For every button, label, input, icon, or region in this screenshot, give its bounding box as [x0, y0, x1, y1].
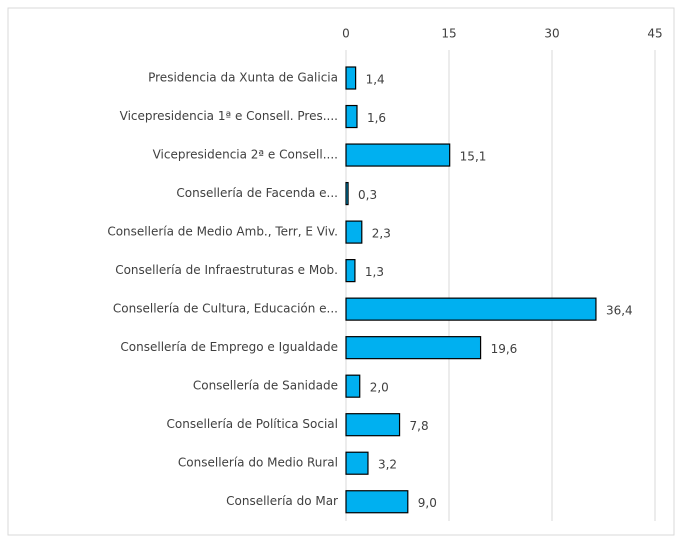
- data-label: 9,0: [418, 496, 437, 510]
- y-tick-label: Vicepresidencia 2ª e Consell....: [153, 148, 338, 162]
- data-label: 15,1: [460, 150, 487, 164]
- y-tick-label: Consellería do Mar: [226, 494, 338, 508]
- data-label: 19,6: [491, 342, 518, 356]
- data-label: 36,4: [606, 304, 633, 318]
- data-label: 2,3: [372, 227, 391, 241]
- x-tick-label: 30: [544, 27, 559, 41]
- data-label: 0,3: [358, 188, 377, 202]
- data-label: 7,8: [410, 419, 429, 433]
- y-tick-label: Consellería de Infraestruturas e Mob.: [115, 263, 338, 277]
- y-tick-label: Consellería de Cultura, Educación e...: [113, 302, 338, 316]
- x-tick-label: 0: [342, 27, 350, 41]
- bar: [345, 220, 363, 244]
- bar: [345, 259, 356, 283]
- y-tick-label: Vicepresidencia 1ª e Consell. Pres....: [120, 109, 338, 123]
- bar: [345, 490, 409, 514]
- chart-frame: [7, 7, 675, 536]
- bar: [345, 336, 482, 360]
- data-label: 1,6: [367, 111, 386, 125]
- bar: [345, 104, 358, 129]
- bar: [345, 66, 357, 90]
- bar: [345, 181, 349, 206]
- y-tick-label: Consellería do Medio Rural: [178, 456, 338, 470]
- bar: [345, 374, 361, 398]
- x-tick-label: 15: [441, 27, 456, 41]
- data-label: 1,4: [366, 73, 385, 87]
- y-tick-label: Consellería de Emprego e Igualdade: [120, 340, 338, 354]
- bar: [345, 451, 369, 475]
- y-tick-label: Consellería de Medio Amb., Terr, E Viv.: [107, 225, 338, 239]
- y-tick-label: Consellería de Facenda e...: [176, 186, 338, 200]
- bar: [345, 143, 451, 167]
- data-label: 1,3: [365, 265, 384, 279]
- bar: [345, 413, 401, 437]
- bar: [345, 297, 597, 321]
- x-tick-label: 45: [647, 27, 662, 41]
- data-label: 3,2: [378, 458, 397, 472]
- data-label: 2,0: [370, 381, 389, 395]
- y-tick-label: Consellería de Política Social: [167, 417, 338, 431]
- y-tick-label: Presidencia da Xunta de Galicia: [148, 71, 338, 85]
- y-tick-label: Consellería de Sanidade: [193, 379, 338, 393]
